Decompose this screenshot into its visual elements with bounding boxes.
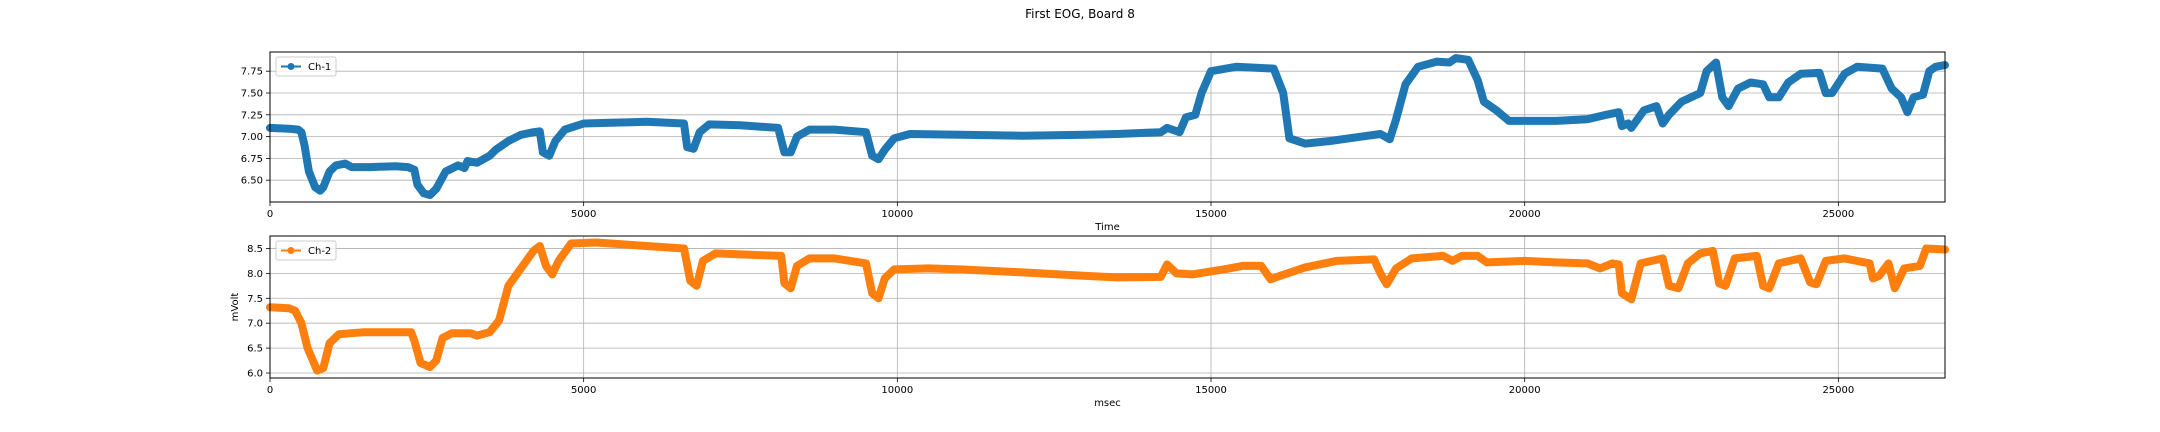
x-ticks: 0 5000 10000 15000 20000 25000 (267, 202, 1854, 220)
x-tick-label: 25000 (1822, 385, 1854, 396)
series-line-ch-2 (266, 238, 1949, 375)
x-tick-label: 10000 (881, 385, 913, 396)
legend-label: Ch-2 (308, 246, 331, 257)
series-group (266, 54, 1949, 199)
x-tick-label: 15000 (1195, 385, 1227, 396)
y-tick-label: 6.75 (241, 154, 263, 165)
x-tick-label: 5000 (571, 385, 596, 396)
x-axis-label: msec (1094, 398, 1121, 409)
y-tick-label: 8.5 (247, 244, 263, 255)
y-axis-label: mVolt (230, 293, 241, 322)
legend: Ch-2 (275, 240, 337, 261)
axes-frame (269, 235, 1946, 379)
y-tick-label: 7.0 (247, 319, 263, 330)
y-tick-label: 7.25 (241, 110, 263, 121)
x-tick-label: 20000 (1509, 385, 1541, 396)
x-tick-label: 15000 (1195, 209, 1227, 220)
y-tick-label: 7.75 (241, 67, 263, 78)
series-line-ch-1 (266, 54, 1949, 199)
x-tick-label: 10000 (881, 209, 913, 220)
y-tick-label: 7.50 (241, 88, 263, 99)
subplot-ch2: 0 5000 10000 15000 20000 25000 6.0 6.5 7.0 7.5 8.… (230, 235, 1949, 409)
y-tick-label: 6.5 (247, 344, 263, 355)
legend: Ch-1 (275, 56, 337, 77)
x-tick-label: 5000 (571, 209, 596, 220)
legend-label: Ch-1 (308, 62, 331, 73)
x-tick-label: 0 (267, 209, 273, 220)
subplot-ch1: 0 5000 10000 15000 20000 25000 6.50 6.75 7.00 7.… (241, 51, 1949, 233)
y-ticks: 6.50 6.75 7.00 7.25 7.50 7.75 (241, 67, 270, 187)
legend-marker (287, 247, 295, 254)
y-tick-label: 8.0 (247, 269, 263, 280)
axes-frame (269, 51, 1946, 203)
x-axis-label: Time (1094, 222, 1119, 233)
x-ticks: 0 5000 10000 15000 20000 25000 (267, 378, 1854, 396)
legend-box (275, 240, 337, 261)
x-tick-label: 25000 (1822, 209, 1854, 220)
x-tick-label: 20000 (1509, 209, 1541, 220)
y-tick-label: 7.5 (247, 294, 263, 305)
y-tick-label: 7.00 (241, 132, 263, 143)
legend-box (275, 56, 337, 77)
figure-title: First EOG, Board 8 (1025, 7, 1135, 21)
legend-marker (287, 63, 295, 70)
y-ticks: 6.0 6.5 7.0 7.5 8.0 8.5 (247, 244, 270, 380)
x-tick-label: 0 (267, 385, 273, 396)
series-group (266, 238, 1949, 375)
y-tick-label: 6.0 (247, 369, 263, 380)
y-tick-label: 6.50 (241, 176, 263, 187)
